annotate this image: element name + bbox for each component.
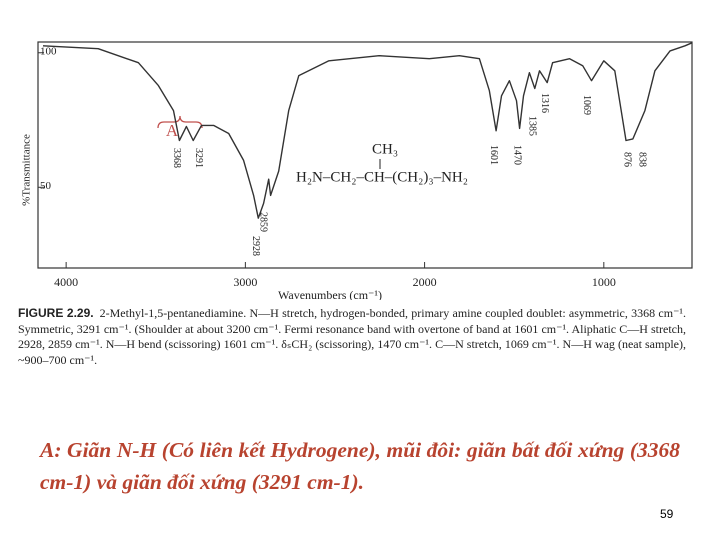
page-number: 59 [660, 507, 674, 521]
x-axis-label: Wavenumbers (cm⁻¹) [278, 288, 382, 300]
peak-label: 838 [637, 152, 648, 167]
peak-label: 1069 [581, 95, 592, 115]
x-tick-label: 4000 [54, 275, 78, 289]
peak-label: 1385 [527, 116, 538, 136]
peak-label: 876 [622, 152, 633, 167]
x-tick-label: 3000 [233, 275, 257, 289]
peak-label: 3291 [193, 148, 204, 168]
peak-label: 1316 [539, 93, 550, 113]
peak-label: 3368 [171, 148, 182, 168]
spectrum-line [42, 42, 693, 219]
brace [157, 115, 203, 129]
y-tick-label: 50 [40, 180, 52, 192]
peak-label: 2928 [250, 236, 261, 256]
caption: FIGURE 2.29. 2-Methyl-1,5-pentanediamine.… [18, 306, 686, 368]
annotation-a: A [166, 121, 179, 140]
peak-label: 1601 [488, 145, 499, 165]
note: A: Giãn N-H (Có liên kết Hydrogene), mũi… [40, 438, 680, 494]
x-tick-label: 2000 [413, 275, 437, 289]
caption-text: 2-Methyl-1,5-pentanediamine. N—H stretch… [18, 306, 686, 367]
chart: %Transmittance Wavenumbers (cm⁻¹) A CH₃ … [21, 41, 693, 300]
peak-label: 1470 [511, 145, 522, 165]
peak-label: 2859 [257, 212, 268, 232]
formula-main: H₂N–CH₂–CH–(CH₂)₃–NH₂ [296, 169, 468, 185]
caption-label: FIGURE 2.29. [18, 306, 94, 320]
y-tick-label: 100 [40, 45, 57, 57]
formula-branch: CH₃ [372, 141, 398, 157]
plot-frame [37, 41, 693, 269]
y-axis-label: %Transmittance [21, 134, 33, 206]
x-tick-label: 1000 [592, 275, 616, 289]
